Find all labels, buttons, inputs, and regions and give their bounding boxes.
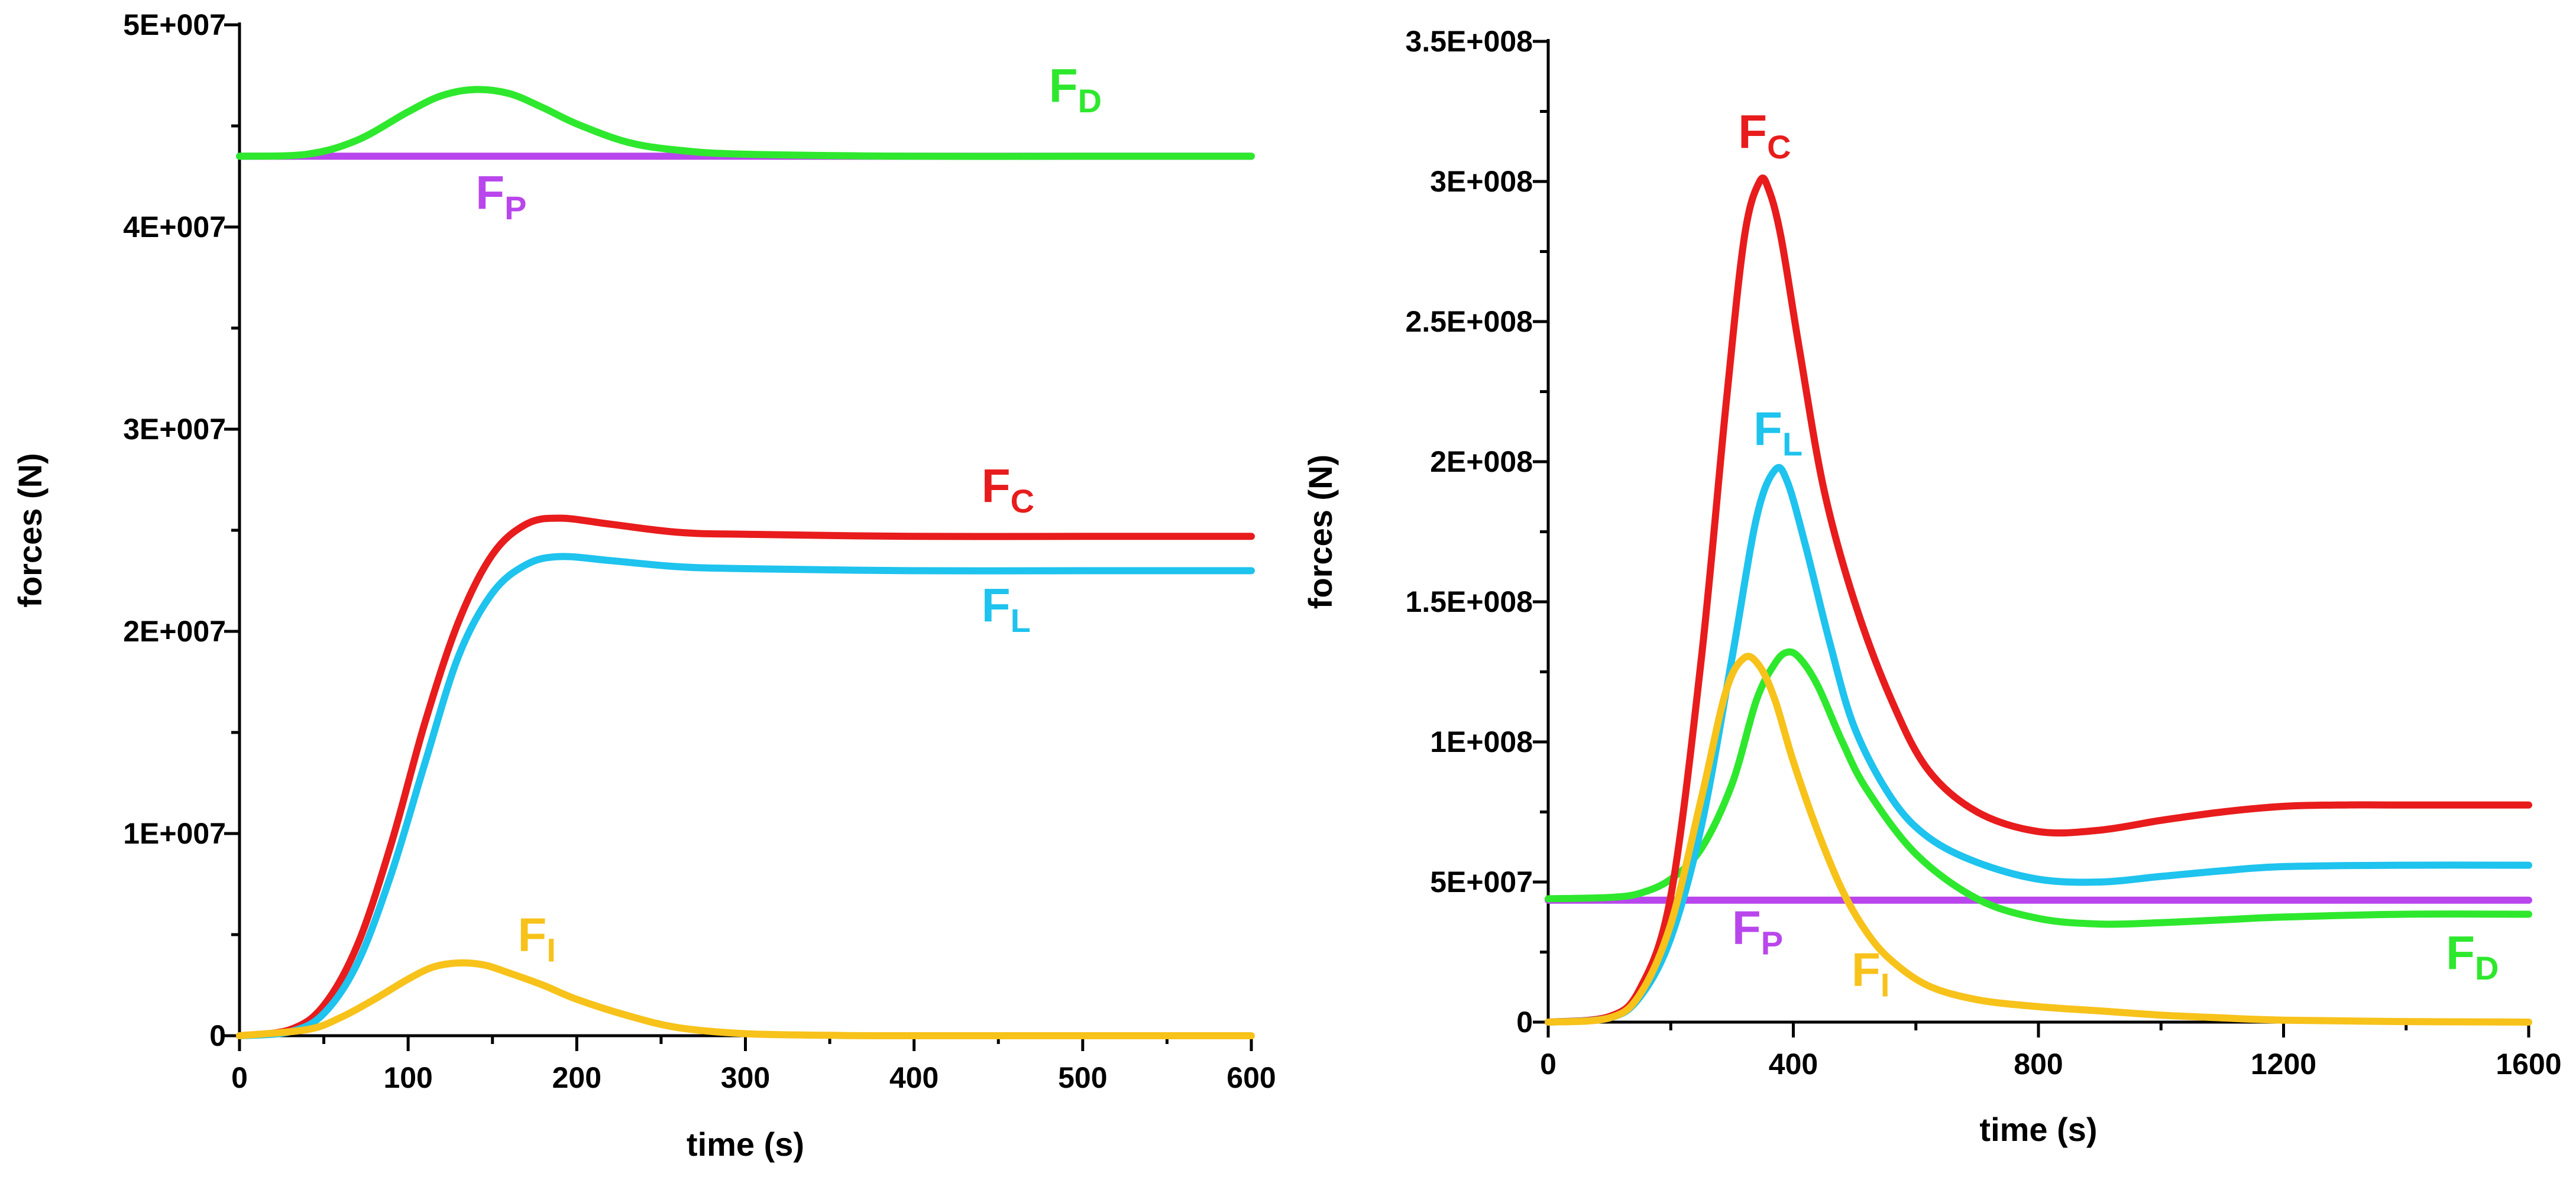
y-tick-label: 2.5E+008 bbox=[1406, 305, 1533, 338]
x-tick-label: 800 bbox=[2014, 1048, 2063, 1081]
series-label-f-l: FL bbox=[1753, 403, 1802, 463]
x-tick-label: 1600 bbox=[2496, 1048, 2561, 1081]
x-tick-label: 200 bbox=[552, 1061, 601, 1094]
y-tick-label: 5E+007 bbox=[123, 8, 226, 41]
y-tick-label: 1E+008 bbox=[1430, 725, 1533, 758]
series-line-f-i bbox=[1545, 653, 2532, 1026]
x-tick-label: 400 bbox=[889, 1061, 939, 1094]
y-tick-label: 1.5E+008 bbox=[1406, 585, 1533, 618]
series-line-f-l bbox=[1545, 463, 2532, 1026]
series-line-f-d bbox=[236, 86, 1255, 160]
series-label-f-c: FC bbox=[982, 459, 1034, 520]
y-tick-label: 3E+007 bbox=[123, 413, 226, 446]
y-axis-title: forces (N) bbox=[1302, 455, 1339, 609]
series-label-f-p: FP bbox=[1732, 901, 1783, 961]
y-tick-label: 2E+007 bbox=[123, 615, 226, 648]
series-line-f-i bbox=[236, 959, 1255, 1040]
y-tick-label: 3E+008 bbox=[1430, 165, 1533, 198]
x-tick-label: 0 bbox=[1540, 1048, 1556, 1081]
y-tick-label: 5E+007 bbox=[1430, 865, 1533, 899]
y-tick-label: 0 bbox=[1516, 1006, 1533, 1039]
x-tick-label: 100 bbox=[383, 1061, 432, 1094]
x-axis-title: time (s) bbox=[687, 1126, 804, 1163]
y-tick-label: 3.5E+008 bbox=[1406, 25, 1533, 58]
series-label-f-i: FI bbox=[1852, 943, 1889, 1003]
x-axis-title: time (s) bbox=[1979, 1111, 2097, 1148]
y-axis-title: forces (N) bbox=[11, 453, 48, 607]
series-label-f-d: FD bbox=[1049, 59, 1102, 119]
x-tick-label: 600 bbox=[1226, 1061, 1276, 1094]
y-tick-label: 0 bbox=[209, 1019, 226, 1052]
series-label-f-c: FC bbox=[1738, 105, 1791, 166]
series-label-f-d: FD bbox=[2446, 926, 2499, 987]
x-tick-label: 400 bbox=[1769, 1048, 1818, 1081]
y-tick-label: 1E+007 bbox=[123, 817, 226, 850]
series-label-f-p: FP bbox=[475, 166, 526, 226]
series-label-f-i: FI bbox=[518, 908, 556, 968]
series-line-f-c bbox=[236, 514, 1255, 1039]
series-line-f-l bbox=[236, 553, 1255, 1039]
series-line-f-c bbox=[1545, 174, 2532, 1026]
right-chart: 0 5E+007 1E+008 1.5E+008 2E+008 2.5E+008 3E+00… bbox=[1302, 25, 2562, 1148]
y-tick-label: 2E+008 bbox=[1430, 445, 1533, 478]
x-tick-label: 300 bbox=[721, 1061, 770, 1094]
x-tick-label: 0 bbox=[231, 1061, 248, 1094]
x-tick-label: 1200 bbox=[2251, 1048, 2316, 1081]
x-tick-label: 500 bbox=[1058, 1061, 1107, 1094]
left-chart: 0 1E+007 2E+007 3E+007 4E+007 5E+007 0 100 200 30… bbox=[11, 8, 1276, 1163]
y-tick-label: 4E+007 bbox=[123, 210, 226, 244]
series-label-f-l: FL bbox=[982, 579, 1031, 639]
series-line-f-d bbox=[1545, 648, 2532, 928]
